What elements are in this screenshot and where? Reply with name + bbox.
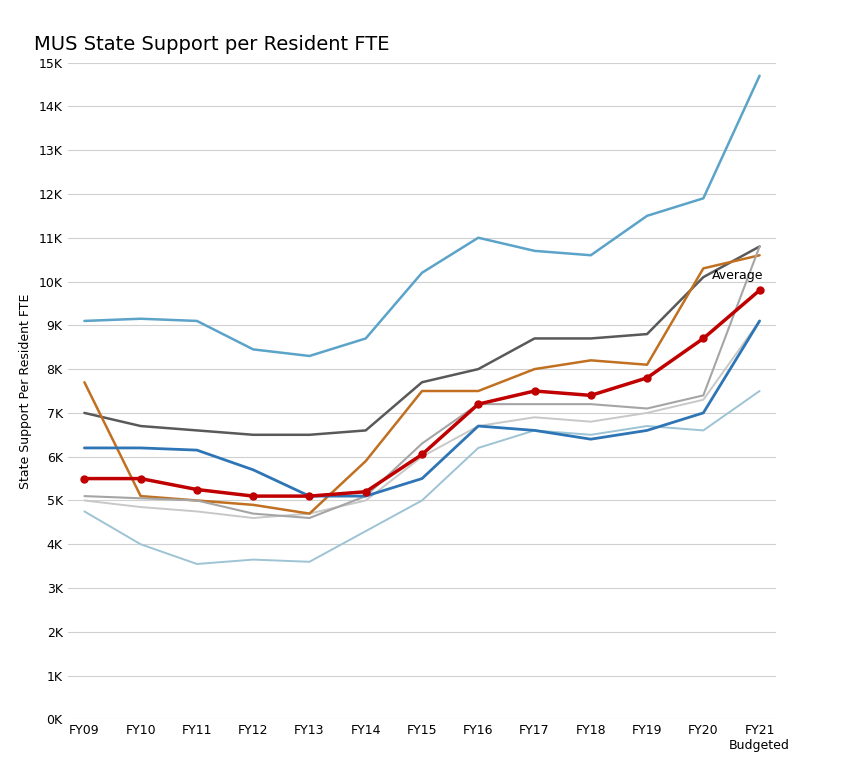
Text: MUS State Support per Resident FTE: MUS State Support per Resident FTE (34, 35, 389, 54)
Y-axis label: State Support Per Resident FTE: State Support Per Resident FTE (19, 293, 32, 489)
Text: Average: Average (711, 269, 763, 282)
